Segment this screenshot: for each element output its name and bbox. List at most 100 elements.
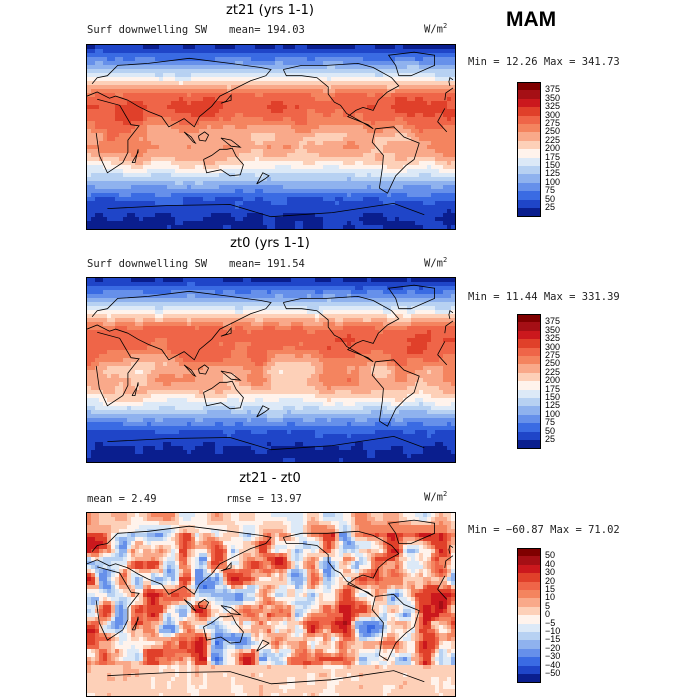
- map-zt0: [86, 277, 456, 463]
- colorbar-tick-label: −10: [545, 626, 561, 636]
- variable-label: Surf downwelling SW: [87, 24, 208, 36]
- rmse-label: rmse = 13.97: [226, 493, 302, 505]
- colorbar-swatch: [517, 314, 541, 324]
- coastline: [282, 295, 400, 363]
- colorbar-tick-label: 100: [545, 408, 561, 419]
- coastline: [387, 519, 435, 544]
- colorbar-tick-label: 350: [545, 92, 561, 103]
- colorbar-tick-label: 175: [545, 151, 561, 162]
- colorbar-tick-label: 325: [545, 101, 561, 112]
- colorbar-swatch: [517, 199, 541, 208]
- colorbar-swatch: [517, 322, 541, 331]
- coastline: [220, 605, 242, 616]
- coastline: [220, 370, 242, 381]
- colorbar-tick-label: 150: [545, 160, 561, 170]
- coastline: [87, 290, 454, 361]
- colorbar-swatch: [517, 208, 541, 218]
- colorbar-tick-label: 25: [545, 434, 556, 444]
- map-diff: [86, 512, 456, 697]
- map-svg: [87, 45, 455, 229]
- coastline: [220, 93, 232, 104]
- minmax-label: Min = 12.26 Max = 341.73: [468, 56, 620, 68]
- colorbar-tick-label: 20: [545, 575, 556, 586]
- units-label: W/m2: [424, 256, 448, 270]
- colorbar-tick-label: 375: [545, 84, 561, 95]
- colorbar-swatch: [517, 640, 541, 649]
- colorbar-swatch: [517, 191, 541, 200]
- colorbar-swatch: [517, 556, 541, 565]
- coastline: [371, 126, 420, 194]
- colorbar-swatch: [517, 606, 541, 616]
- minmax-label: Min = −60.87 Max = 71.02: [468, 524, 620, 536]
- colorbar-tick-label: 10: [545, 592, 556, 603]
- coastline: [87, 525, 454, 595]
- colorbar-tick-label: 225: [545, 134, 561, 145]
- colorbar-swatch: [517, 414, 541, 424]
- colorbar-tick-label: 75: [545, 417, 556, 428]
- colorbar-tick-label: 250: [545, 358, 561, 369]
- colorbar-tick-label: 300: [545, 341, 561, 352]
- colorbar-swatch: [517, 648, 541, 658]
- panel-title: zt21 (yrs 1-1): [226, 3, 314, 18]
- coastline: [387, 284, 435, 310]
- colorbar-tick-label: 175: [545, 383, 561, 394]
- colorbar-swatch: [517, 657, 541, 666]
- coastline: [256, 405, 270, 418]
- coastline: [107, 435, 425, 451]
- colorbar-swatch: [517, 90, 541, 99]
- season-label: MAM: [506, 8, 557, 31]
- colorbar-tick-label: 250: [545, 126, 561, 137]
- colorbar-swatch: [517, 615, 541, 624]
- coastline: [220, 137, 242, 148]
- colorbar-swatch: [517, 406, 541, 415]
- colorbar-tick-label: 275: [545, 350, 561, 360]
- coastline: [95, 331, 448, 407]
- colorbar-tick-label: 75: [545, 185, 556, 196]
- coastline: [282, 62, 400, 130]
- coastline: [448, 310, 454, 319]
- colorbar-swatch: [517, 166, 541, 175]
- map-svg: [87, 513, 455, 696]
- panel-title: zt21 - zt0: [239, 471, 301, 486]
- map-zt21: [86, 44, 456, 230]
- colorbar-swatch: [517, 356, 541, 365]
- colorbar-tick-label: 100: [545, 176, 561, 187]
- colorbar-swatch: [517, 598, 541, 607]
- coastline: [87, 57, 454, 128]
- coastline: [95, 566, 448, 641]
- colorbar-tick-label: 300: [545, 109, 561, 120]
- colorbar-swatch: [517, 381, 541, 390]
- coastline: [95, 98, 448, 174]
- colorbar-swatch: [517, 581, 541, 590]
- colorbar-tick-label: 150: [545, 392, 561, 402]
- coastline: [131, 382, 139, 396]
- colorbar-swatch: [517, 115, 541, 124]
- coastline: [198, 598, 210, 610]
- colorbar-swatch: [517, 423, 541, 432]
- colorbar-swatch: [517, 339, 541, 348]
- coastline: [203, 615, 244, 644]
- mean-label: mean = 2.49: [87, 493, 157, 505]
- colorbar-swatch: [517, 431, 541, 440]
- colorbar-tick-label: −30: [545, 651, 561, 662]
- colorbar-tick-label: −40: [545, 659, 561, 670]
- colorbar-tick-label: 350: [545, 324, 561, 335]
- coastline: [371, 359, 420, 427]
- colorbar-tick-label: 15: [545, 584, 556, 594]
- colorbar-tick-label: −15: [545, 634, 561, 645]
- colorbar-tick-label: −5: [545, 617, 556, 628]
- coastline: [107, 670, 425, 685]
- coastline: [107, 202, 425, 218]
- coastline: [131, 616, 139, 631]
- colorbar-tick-label: −20: [545, 642, 561, 653]
- colorbar-tick-label: 50: [545, 425, 556, 436]
- colorbar-tick-label: 225: [545, 366, 561, 377]
- colorbar-swatch: [517, 573, 541, 582]
- coastline: [131, 149, 139, 163]
- units-label: W/m2: [424, 490, 448, 504]
- colorbar-swatch: [517, 98, 541, 108]
- coastline: [198, 131, 210, 142]
- colorbar-tick-label: 40: [545, 558, 556, 569]
- coastline: [387, 51, 435, 77]
- coastline: [371, 593, 420, 661]
